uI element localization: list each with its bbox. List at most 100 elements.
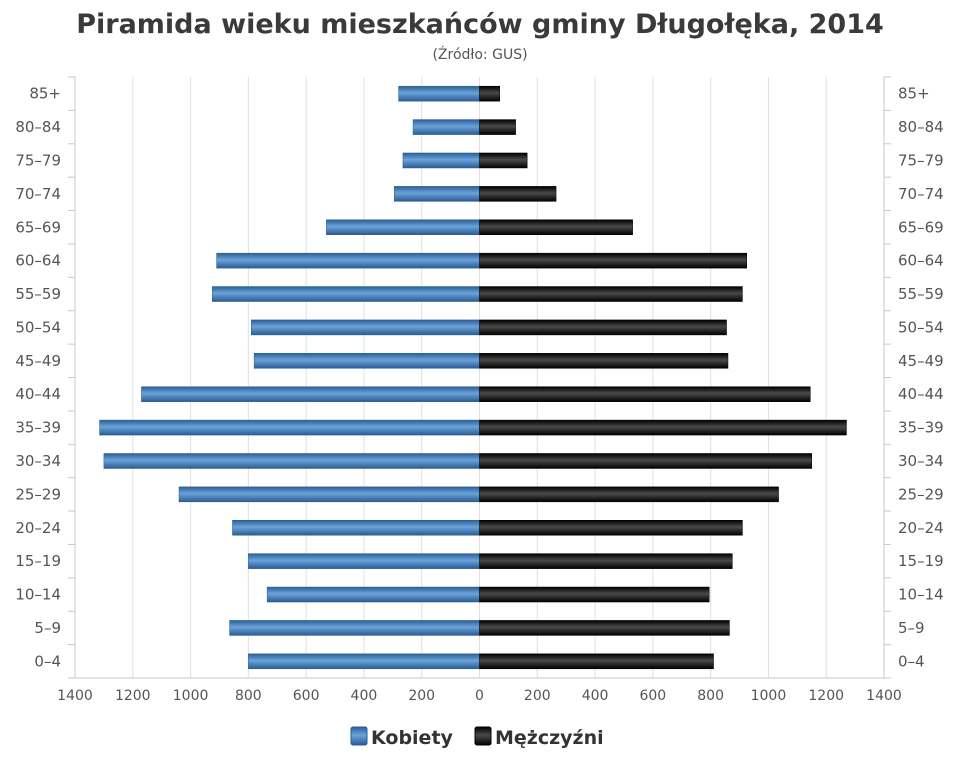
category-label-left: 0–4 — [34, 652, 61, 670]
category-label-left: 50–54 — [15, 318, 61, 336]
legend-swatch-kobiety — [350, 726, 368, 746]
x-tick-label: 0 — [475, 688, 484, 704]
legend-swatch-mezczyzni — [474, 726, 492, 746]
legend-item-mezczyzni[interactable]: Mężczyźni — [474, 726, 604, 749]
bar-mezczyzni-85+[interactable] — [479, 85, 500, 102]
category-label-right: 40–44 — [898, 385, 944, 403]
category-label-right: 60–64 — [898, 252, 944, 270]
category-label-right: 45–49 — [898, 352, 944, 370]
bar-kobiety-35-39[interactable] — [99, 419, 480, 436]
category-label-right: 10–14 — [898, 586, 944, 604]
bar-kobiety-75-79[interactable] — [402, 152, 480, 169]
bar-kobiety-20-24[interactable] — [232, 520, 480, 536]
bar-mezczyzni-80-84[interactable] — [479, 119, 516, 135]
category-label-left: 20–24 — [15, 519, 61, 537]
axes — [68, 76, 891, 679]
x-tick-label: 1200 — [115, 688, 151, 704]
bar-kobiety-10-14[interactable] — [266, 586, 480, 603]
grid-lines — [132, 77, 827, 678]
x-tick-label: 800 — [235, 688, 262, 704]
category-label-left: 80–84 — [15, 118, 61, 136]
x-tick-label: 200 — [524, 688, 551, 704]
bar-mezczyzni-40-44[interactable] — [479, 386, 811, 402]
legend-item-kobiety[interactable]: Kobiety — [350, 726, 454, 749]
x-tick-label: 1000 — [751, 688, 787, 704]
bar-mezczyzni-75-79[interactable] — [479, 152, 528, 169]
bar-mezczyzni-20-24[interactable] — [479, 520, 743, 536]
category-label-right: 15–19 — [898, 552, 944, 570]
bar-mezczyzni-35-39[interactable] — [479, 419, 847, 436]
bar-mezczyzni-10-14[interactable] — [479, 586, 710, 603]
chart-title: Piramida wieku mieszkańców gminy Długołę… — [76, 9, 884, 40]
legend-label-kobiety: Kobiety — [371, 727, 454, 749]
bar-kobiety-15-19[interactable] — [248, 553, 480, 569]
bar-mezczyzni-45-49[interactable] — [479, 353, 729, 369]
category-label-right: 0–4 — [898, 652, 925, 670]
bar-mezczyzni-50-54[interactable] — [479, 319, 727, 336]
bar-kobiety-85+[interactable] — [398, 85, 480, 102]
category-label-right: 55–59 — [898, 285, 944, 303]
bars — [99, 85, 847, 670]
bar-kobiety-25-29[interactable] — [178, 486, 480, 503]
category-label-right: 50–54 — [898, 318, 944, 336]
category-label-left: 70–74 — [15, 185, 61, 203]
bar-kobiety-45-49[interactable] — [253, 353, 480, 369]
bar-kobiety-30-34[interactable] — [103, 453, 480, 469]
bar-kobiety-55-59[interactable] — [211, 286, 480, 302]
bar-kobiety-5-9[interactable] — [229, 620, 480, 636]
x-tick-labels: 1400 1200 1000 800 600 400 200 0 200 400 600 800 100… — [57, 688, 902, 704]
category-label-left: 15–19 — [15, 552, 61, 570]
chart-subtitle: (Źródło: GUS) — [432, 45, 527, 63]
category-label-left: 65–69 — [15, 218, 61, 236]
category-label-right: 85+ — [898, 85, 930, 103]
bar-kobiety-40-44[interactable] — [141, 386, 480, 402]
legend[interactable]: Kobiety Mężczyźni — [350, 726, 604, 749]
bar-mezczyzni-30-34[interactable] — [479, 453, 813, 469]
bar-kobiety-80-84[interactable] — [412, 119, 480, 135]
bar-mezczyzni-60-64[interactable] — [479, 252, 748, 269]
category-label-right: 20–24 — [898, 519, 944, 537]
legend-label-mezczyzni: Mężczyźni — [495, 727, 604, 749]
bar-kobiety-50-54[interactable] — [250, 319, 480, 336]
bar-kobiety-60-64[interactable] — [216, 252, 480, 269]
x-tick-label: 1400 — [57, 688, 93, 704]
bar-mezczyzni-65-69[interactable] — [479, 219, 633, 235]
category-label-left: 10–14 — [15, 586, 61, 604]
bar-kobiety-0-4[interactable] — [248, 653, 480, 670]
x-tick-label: 800 — [697, 688, 724, 704]
category-label-right: 25–29 — [898, 485, 944, 503]
category-label-right: 80–84 — [898, 118, 944, 136]
category-label-right: 30–34 — [898, 452, 944, 470]
bar-kobiety-70-74[interactable] — [394, 186, 480, 202]
bar-mezczyzni-70-74[interactable] — [479, 186, 557, 202]
category-labels-right: 85+ 80–84 75–79 70–74 65–69 60–64 55–59 50–54 45… — [898, 85, 944, 671]
category-label-right: 70–74 — [898, 185, 944, 203]
category-label-left: 45–49 — [15, 352, 61, 370]
bar-mezczyzni-25-29[interactable] — [479, 486, 779, 503]
bar-mezczyzni-15-19[interactable] — [479, 553, 733, 569]
x-tick-label: 600 — [293, 688, 320, 704]
category-label-right: 5–9 — [898, 619, 925, 637]
x-tick-label: 600 — [639, 688, 666, 704]
category-label-left: 5–9 — [34, 619, 61, 637]
bar-kobiety-65-69[interactable] — [326, 219, 480, 235]
category-label-left: 25–29 — [15, 485, 61, 503]
category-label-left: 85+ — [29, 85, 61, 103]
category-label-left: 35–39 — [15, 419, 61, 437]
category-label-left: 55–59 — [15, 285, 61, 303]
category-label-left: 60–64 — [15, 252, 61, 270]
bar-mezczyzni-5-9[interactable] — [479, 620, 730, 636]
x-tick-label: 1200 — [808, 688, 844, 704]
category-label-left: 75–79 — [15, 151, 61, 169]
x-tick-label: 1000 — [173, 688, 209, 704]
category-label-left: 30–34 — [15, 452, 61, 470]
category-labels-left: 85+ 80–84 75–79 70–74 65–69 60–64 55–59 50–54 45… — [15, 85, 61, 671]
bar-mezczyzni-0-4[interactable] — [479, 653, 714, 670]
x-tick-label: 400 — [351, 688, 378, 704]
bar-mezczyzni-55-59[interactable] — [479, 286, 743, 302]
category-label-right: 35–39 — [898, 419, 944, 437]
x-tick-label: 200 — [408, 688, 435, 704]
x-tick-label: 400 — [582, 688, 609, 704]
x-tick-label: 1400 — [866, 688, 902, 704]
